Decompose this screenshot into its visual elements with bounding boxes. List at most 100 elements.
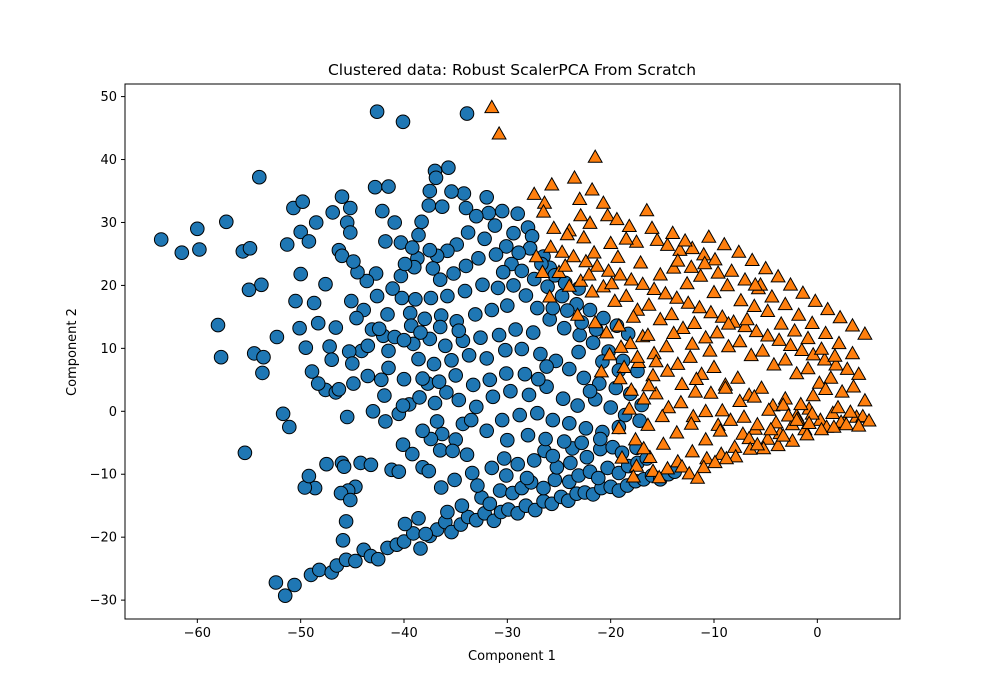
- data-point: [341, 344, 357, 359]
- data-point: [345, 356, 360, 371]
- data-point: [709, 324, 725, 339]
- data-point: [531, 371, 546, 387]
- data-point: [460, 225, 476, 240]
- data-point: [301, 468, 317, 484]
- data-point: [644, 220, 660, 234]
- data-point: [576, 229, 592, 244]
- data-point: [325, 205, 341, 220]
- data-point: [640, 417, 656, 431]
- data-point: [219, 214, 234, 230]
- data-point: [759, 431, 776, 445]
- data-point: [539, 359, 554, 374]
- data-point: [469, 208, 484, 224]
- data-point: [310, 315, 326, 331]
- data-point: [465, 377, 481, 393]
- data-point: [438, 338, 453, 354]
- data-point: [555, 391, 571, 407]
- data-point: [369, 288, 385, 304]
- data-point: [770, 268, 786, 283]
- data-point: [338, 514, 354, 529]
- data-point: [743, 347, 759, 362]
- data-point: [610, 249, 626, 263]
- data-point: [563, 455, 578, 471]
- data-point: [454, 498, 470, 514]
- data-point: [508, 322, 523, 337]
- data-point: [720, 315, 737, 330]
- data-point: [649, 232, 665, 246]
- data-point: [457, 283, 473, 299]
- data-point: [381, 179, 396, 194]
- data-point: [686, 315, 703, 329]
- data-point: [689, 470, 706, 484]
- data-point: [747, 276, 764, 291]
- data-point: [683, 415, 700, 430]
- data-point: [335, 533, 351, 548]
- data-point: [572, 207, 589, 222]
- data-point: [591, 470, 606, 486]
- data-point: [418, 526, 434, 542]
- data-point: [441, 160, 456, 175]
- data-point: [720, 338, 737, 353]
- data-point: [688, 371, 705, 385]
- data-point: [381, 343, 396, 359]
- data-point: [464, 465, 480, 481]
- data-point: [589, 257, 605, 272]
- data-point: [746, 298, 763, 312]
- data-point: [677, 232, 693, 247]
- x-axis: −60 −50 −40 −30 −20 −10 0: [184, 619, 821, 641]
- points-layer: [153, 99, 877, 604]
- data-point: [790, 307, 807, 321]
- data-point: [526, 453, 542, 468]
- data-point: [536, 480, 551, 496]
- data-point: [429, 414, 445, 429]
- data-point: [727, 448, 744, 463]
- data-point: [375, 203, 390, 219]
- data-point: [343, 225, 358, 240]
- y-tick-label: 20: [100, 279, 117, 294]
- x-tick-label: −30: [494, 626, 521, 641]
- data-point: [251, 169, 267, 185]
- data-point: [839, 361, 856, 375]
- data-point: [287, 577, 302, 593]
- data-point: [793, 396, 809, 411]
- data-point: [574, 435, 590, 451]
- data-point: [813, 421, 830, 436]
- data-point: [395, 114, 411, 130]
- data-point: [707, 454, 723, 469]
- data-point: [275, 406, 291, 422]
- data-point: [770, 437, 786, 452]
- data-point: [739, 311, 755, 326]
- data-point: [463, 412, 479, 428]
- data-point: [520, 427, 536, 443]
- data-point: [458, 258, 474, 274]
- data-point: [651, 469, 667, 484]
- x-tick-label: 0: [813, 626, 821, 641]
- data-point: [422, 242, 438, 258]
- y-tick-label: −10: [90, 468, 117, 483]
- data-point: [334, 248, 350, 264]
- data-point: [349, 310, 364, 326]
- data-point: [706, 359, 722, 373]
- data-point: [396, 332, 412, 348]
- series-2: [484, 99, 877, 484]
- data-point: [371, 321, 387, 337]
- data-point: [524, 229, 540, 244]
- data-point: [813, 341, 830, 355]
- data-point: [632, 254, 649, 269]
- data-point: [346, 254, 361, 269]
- data-point: [687, 383, 704, 398]
- y-tick-label: 30: [100, 216, 117, 231]
- data-point: [682, 349, 698, 363]
- data-point: [491, 327, 507, 343]
- data-point: [611, 317, 627, 332]
- data-point: [499, 366, 514, 381]
- data-point: [408, 292, 423, 307]
- y-tick-label: 40: [100, 153, 117, 168]
- data-point: [702, 342, 718, 357]
- data-point: [817, 325, 834, 339]
- data-point: [669, 424, 685, 439]
- data-point: [293, 266, 309, 282]
- data-point: [710, 264, 726, 279]
- data-point: [801, 415, 817, 429]
- data-point: [482, 372, 498, 388]
